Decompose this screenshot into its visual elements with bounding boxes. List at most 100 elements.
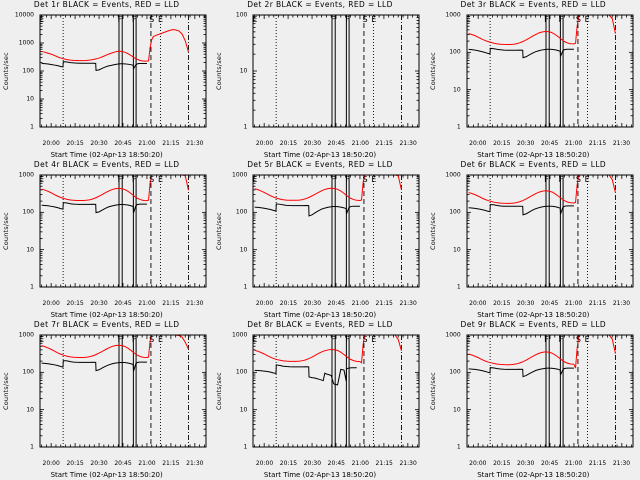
plot-area-det4r bbox=[39, 174, 207, 288]
series-events-det7r bbox=[41, 360, 147, 372]
x-tick-labels-det8r: 20:00 20:15 20:30 20:45 21:00 21:15 21:30 bbox=[213, 460, 426, 468]
x-tick-label: 20:15 bbox=[279, 460, 298, 467]
x-tick-label: 20:30 bbox=[517, 460, 535, 467]
y-tick-label: 10 bbox=[26, 95, 34, 103]
x-tick-label: 20:45 bbox=[114, 300, 132, 307]
panel-title-det9r: Det 9r BLACK = Events, RED = LLD bbox=[460, 320, 607, 329]
axes-frame bbox=[466, 14, 634, 128]
event-annotation-s: S bbox=[575, 14, 581, 24]
y-tick-label: 1000 bbox=[445, 171, 461, 179]
event-annotation-f: F bbox=[558, 334, 564, 344]
panel-title-det3r: Det 3r BLACK = Events, RED = LLD bbox=[460, 0, 607, 9]
y-tick-labels-det3r: 1 10 100 1000 bbox=[427, 0, 461, 160]
x-tick-label: 20:00 bbox=[255, 140, 274, 147]
event-annotation-e: E bbox=[157, 14, 164, 24]
y-tick-label: 100 bbox=[22, 368, 34, 376]
axes-frame bbox=[39, 14, 207, 128]
x-tick-label: 20:00 bbox=[469, 300, 487, 307]
event-annotation-e: E bbox=[157, 334, 164, 344]
y-tick-labels-det2r: 1 10 100 bbox=[213, 0, 247, 160]
event-annotation-e: E bbox=[252, 334, 258, 344]
y-tick-label: 1 bbox=[30, 443, 34, 451]
series-lld-det7r bbox=[41, 335, 189, 358]
event-annotation-e: E bbox=[465, 14, 471, 24]
y-tick-label: 100 bbox=[449, 48, 461, 56]
event-annotation-e: E bbox=[252, 174, 258, 184]
event-annotation-f: F bbox=[330, 14, 336, 24]
series-lld-det3r bbox=[468, 15, 616, 46]
event-annotation-s: S bbox=[575, 334, 581, 344]
event-annotation-e: E bbox=[371, 334, 377, 344]
x-tick-label: 21:00 bbox=[138, 460, 156, 467]
plot-background bbox=[466, 175, 633, 287]
plot-area-det7r bbox=[39, 334, 207, 448]
panel-title-det1r: Det 1r BLACK = Events, RED = LLD bbox=[33, 0, 180, 9]
x-tick-labels-det4r: 20:00 20:15 20:30 20:45 21:00 21:15 21:30 bbox=[0, 300, 213, 308]
axes-frame bbox=[252, 174, 420, 288]
event-annotation-f: F bbox=[345, 174, 350, 184]
y-tick-label: 1000 bbox=[445, 11, 461, 19]
x-tick-label: 20:15 bbox=[493, 300, 511, 307]
plot-panel-det2r: Det 2r BLACK = Events, RED = LLD Counts/s… bbox=[213, 0, 426, 160]
event-annotation-e: E bbox=[584, 14, 590, 24]
panel-title-det8r: Det 8r BLACK = Events, RED = LLD bbox=[247, 320, 393, 329]
plot-background bbox=[253, 335, 420, 447]
axes-frame bbox=[39, 174, 207, 288]
plot-panel-det7r: Det 7r BLACK = Events, RED = LLD Counts/s… bbox=[0, 320, 213, 480]
series-events-det4r bbox=[41, 202, 147, 214]
plot-panel-det5r: Det 5r BLACK = Events, RED = LLD Counts/s… bbox=[213, 160, 426, 320]
axes-frame bbox=[466, 174, 634, 288]
event-annotation-f: F bbox=[544, 14, 549, 24]
event-annotation-f: F bbox=[131, 174, 137, 184]
x-tick-label: 20:00 bbox=[42, 460, 60, 467]
y-tick-labels-det1r: 1 10 100 1000 10000 bbox=[0, 0, 34, 160]
y-tick-label: 10 bbox=[453, 246, 461, 254]
event-annotation-e: E bbox=[39, 174, 45, 184]
x-tick-label: 20:15 bbox=[66, 460, 84, 467]
x-tick-label: 20:45 bbox=[541, 140, 559, 147]
y-tick-label: 1 bbox=[243, 283, 248, 291]
axes-frame bbox=[252, 14, 420, 128]
x-tick-label: 20:15 bbox=[493, 460, 511, 467]
series-events-det3r bbox=[468, 47, 574, 59]
x-tick-label: 21:30 bbox=[186, 140, 204, 147]
event-annotation-f: F bbox=[544, 334, 549, 344]
x-tick-label: 21:30 bbox=[186, 460, 204, 467]
plot-background bbox=[40, 335, 206, 447]
x-tick-label: 21:30 bbox=[612, 460, 631, 467]
x-tick-labels-det7r: 20:00 20:15 20:30 20:45 21:00 21:15 21:30 bbox=[0, 460, 213, 468]
event-annotation-f: F bbox=[117, 14, 123, 24]
y-tick-label: 1000 bbox=[18, 171, 34, 179]
plot-area-det5r bbox=[252, 174, 420, 288]
y-tick-label: 1000 bbox=[445, 331, 461, 339]
panel-title-det2r: Det 2r BLACK = Events, RED = LLD bbox=[247, 0, 393, 9]
axes-frame bbox=[39, 334, 207, 448]
y-tick-label: 1000 bbox=[232, 331, 248, 339]
x-tick-label: 21:15 bbox=[375, 300, 393, 307]
x-tick-label: 20:15 bbox=[493, 140, 511, 147]
event-annotation-e: E bbox=[252, 14, 258, 24]
y-tick-label: 1000 bbox=[18, 331, 34, 339]
plot-area-det9r bbox=[466, 334, 634, 448]
y-tick-label: 1 bbox=[30, 123, 34, 131]
y-tick-label: 1 bbox=[456, 123, 461, 131]
event-annotation-f: F bbox=[345, 14, 350, 24]
x-tick-label: 20:15 bbox=[279, 140, 298, 147]
axis-ticks-det4r bbox=[40, 174, 206, 288]
y-tick-labels-det5r: 1 10 100 1000 bbox=[213, 160, 247, 320]
x-tick-label: 21:00 bbox=[138, 300, 156, 307]
x-axis-label-det9r: Start Time (02-Apr-13 18:50:20) bbox=[477, 471, 590, 479]
x-tick-label: 20:00 bbox=[255, 300, 274, 307]
y-tick-label: 100 bbox=[449, 208, 461, 216]
event-annotation-e: E bbox=[371, 14, 377, 24]
x-tick-label: 20:45 bbox=[114, 140, 132, 147]
y-tick-label: 1 bbox=[456, 443, 461, 451]
x-tick-label: 20:45 bbox=[541, 300, 559, 307]
x-tick-labels-det3r: 20:00 20:15 20:30 20:45 21:00 21:15 21:30 bbox=[427, 140, 640, 148]
x-tick-label: 21:00 bbox=[351, 140, 369, 147]
plot-panel-det9r: Det 9r BLACK = Events, RED = LLD Counts/s… bbox=[427, 320, 640, 480]
series-lld-det9r bbox=[468, 335, 616, 369]
x-axis-label-det6r: Start Time (02-Apr-13 18:50:20) bbox=[477, 311, 590, 319]
y-tick-label: 100 bbox=[449, 368, 461, 376]
x-tick-label: 20:30 bbox=[517, 300, 535, 307]
